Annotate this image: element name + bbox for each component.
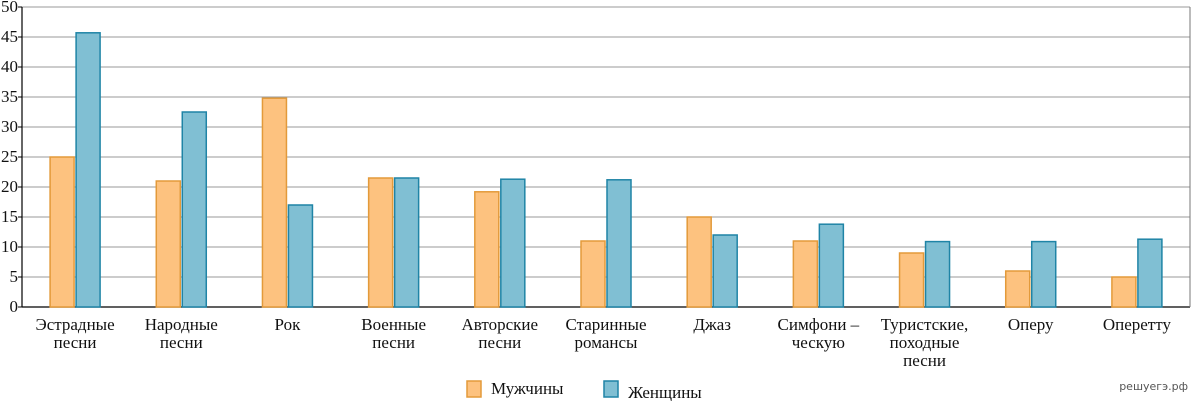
x-tick-label: Народные песни bbox=[144, 315, 218, 352]
x-tick-label: Симфони – ческую bbox=[777, 315, 860, 352]
bar bbox=[287, 204, 314, 308]
bar bbox=[1030, 240, 1057, 308]
bar bbox=[49, 156, 75, 308]
bar bbox=[792, 240, 819, 308]
bar bbox=[181, 111, 208, 308]
y-tick-label: 5 bbox=[9, 267, 19, 286]
y-tick-label: 10 bbox=[1, 237, 18, 256]
bar bbox=[261, 97, 288, 308]
y-tick-label: 45 bbox=[1, 27, 18, 46]
legend-label: Мужчины bbox=[491, 379, 564, 398]
x-tick-label: Джаз bbox=[693, 315, 731, 334]
x-tick-label: Оперетту bbox=[1102, 315, 1171, 334]
x-tick-label: Военные песни bbox=[361, 315, 426, 352]
y-tick-label: 35 bbox=[1, 87, 18, 106]
watermark: решуегэ.рф bbox=[1119, 380, 1188, 393]
y-tick-label: 15 bbox=[1, 207, 18, 226]
y-tick-label: 40 bbox=[1, 57, 18, 76]
bar bbox=[1004, 270, 1031, 308]
x-tick-label: Старинные романсы bbox=[565, 315, 647, 352]
bar bbox=[474, 191, 500, 308]
bar bbox=[924, 240, 951, 308]
y-tick-label: 0 bbox=[9, 297, 19, 316]
bar bbox=[818, 223, 845, 308]
bar bbox=[712, 234, 738, 308]
legend-marker bbox=[603, 380, 619, 398]
bar bbox=[686, 216, 712, 308]
bar bbox=[1137, 238, 1163, 308]
legend-label: Женщины bbox=[628, 383, 702, 401]
bar bbox=[580, 240, 606, 308]
y-tick-label: 25 bbox=[1, 147, 18, 166]
bar bbox=[367, 177, 394, 308]
y-tick-label: 20 bbox=[1, 177, 18, 196]
x-tick-label: Оперу bbox=[1007, 315, 1054, 334]
y-tick-label: 50 bbox=[1, 0, 18, 16]
bar bbox=[1111, 276, 1137, 308]
x-tick-label: Авторские песни bbox=[461, 315, 539, 352]
bar bbox=[606, 179, 632, 308]
x-tick-label: Туристские, походные песни bbox=[880, 315, 969, 370]
y-tick-label: 30 bbox=[1, 117, 18, 136]
bar bbox=[75, 32, 101, 308]
bar bbox=[155, 180, 182, 308]
bar bbox=[500, 178, 526, 308]
bar bbox=[393, 177, 420, 308]
bar bbox=[898, 252, 925, 308]
legend-marker bbox=[466, 380, 482, 398]
x-tick-label: Рок bbox=[274, 315, 301, 334]
x-tick-label: Эстрадные песни bbox=[35, 315, 115, 352]
